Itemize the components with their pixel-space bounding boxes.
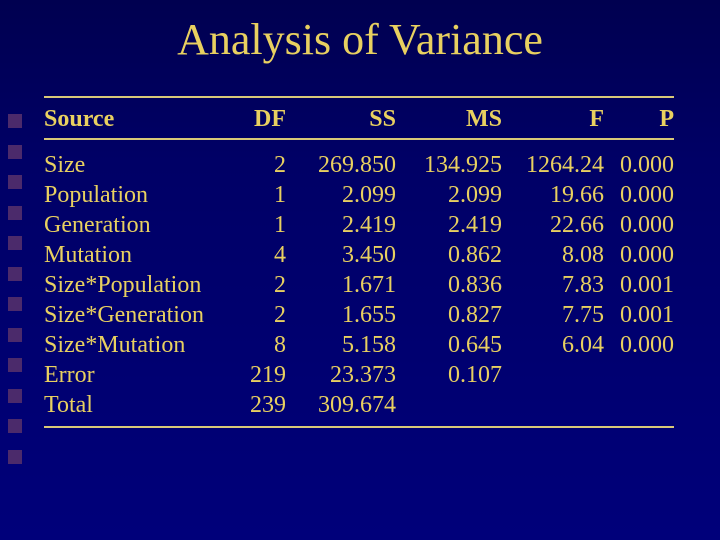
cell-ms [396,390,502,420]
square-bullet-icon [8,267,22,281]
cell-f: 19.66 [502,180,604,210]
cell-f: 7.83 [502,270,604,300]
cell-df: 2 [232,150,286,180]
table-row: Population 1 2.099 2.099 19.66 0.000 [44,180,674,210]
table-row: Size*Mutation 8 5.158 0.645 6.04 0.000 [44,330,674,360]
cell-ss: 23.373 [286,360,396,390]
table-row: Size*Population 2 1.671 0.836 7.83 0.001 [44,270,674,300]
table-body: Size 2 269.850 134.925 1264.24 0.000 Pop… [44,140,674,426]
cell-ss: 309.674 [286,390,396,420]
cell-df: 239 [232,390,286,420]
col-header-source: Source [44,104,232,134]
cell-ss: 3.450 [286,240,396,270]
cell-ss: 2.099 [286,180,396,210]
cell-p: 0.000 [604,240,674,270]
cell-ms: 0.836 [396,270,502,300]
cell-source: Mutation [44,240,232,270]
cell-ms: 0.107 [396,360,502,390]
cell-source: Size*Population [44,270,232,300]
cell-source: Total [44,390,232,420]
square-bullet-icon [8,297,22,311]
cell-source: Size*Generation [44,300,232,330]
cell-f: 8.08 [502,240,604,270]
cell-ss: 1.671 [286,270,396,300]
cell-df: 1 [232,180,286,210]
cell-f [502,390,604,420]
decorative-bullets [8,114,22,464]
cell-ms: 0.827 [396,300,502,330]
square-bullet-icon [8,328,22,342]
square-bullet-icon [8,206,22,220]
cell-f: 7.75 [502,300,604,330]
cell-p: 0.001 [604,300,674,330]
table-rule-bottom [44,426,674,428]
table-row: Size*Generation 2 1.655 0.827 7.75 0.001 [44,300,674,330]
col-header-ms: MS [396,104,502,134]
cell-f [502,360,604,390]
cell-ms: 134.925 [396,150,502,180]
cell-f: 6.04 [502,330,604,360]
page-title: Analysis of Variance [0,14,720,65]
cell-ms: 2.419 [396,210,502,240]
col-header-df: DF [232,104,286,134]
cell-ss: 1.655 [286,300,396,330]
square-bullet-icon [8,114,22,128]
square-bullet-icon [8,358,22,372]
cell-p: 0.000 [604,180,674,210]
cell-source: Size*Mutation [44,330,232,360]
slide: Analysis of Variance Source DF SS MS F P… [0,0,720,540]
square-bullet-icon [8,450,22,464]
cell-source: Error [44,360,232,390]
col-header-ss: SS [286,104,396,134]
cell-source: Generation [44,210,232,240]
square-bullet-icon [8,419,22,433]
cell-source: Population [44,180,232,210]
cell-df: 2 [232,300,286,330]
cell-df: 2 [232,270,286,300]
cell-p: 0.000 [604,150,674,180]
table-row: Generation 1 2.419 2.419 22.66 0.000 [44,210,674,240]
square-bullet-icon [8,175,22,189]
square-bullet-icon [8,389,22,403]
table-row: Total 239 309.674 [44,390,674,420]
cell-df: 4 [232,240,286,270]
cell-ss: 2.419 [286,210,396,240]
cell-p [604,360,674,390]
cell-p: 0.000 [604,210,674,240]
square-bullet-icon [8,236,22,250]
cell-df: 8 [232,330,286,360]
cell-ms: 0.645 [396,330,502,360]
cell-p [604,390,674,420]
cell-source: Size [44,150,232,180]
cell-ms: 2.099 [396,180,502,210]
cell-df: 1 [232,210,286,240]
cell-ss: 269.850 [286,150,396,180]
cell-f: 22.66 [502,210,604,240]
table-row: Error 219 23.373 0.107 [44,360,674,390]
cell-f: 1264.24 [502,150,604,180]
table-row: Mutation 4 3.450 0.862 8.08 0.000 [44,240,674,270]
table-header-row: Source DF SS MS F P [44,98,674,138]
cell-df: 219 [232,360,286,390]
col-header-f: F [502,104,604,134]
anova-table: Source DF SS MS F P Size 2 269.850 134.9… [44,96,674,428]
cell-p: 0.001 [604,270,674,300]
cell-p: 0.000 [604,330,674,360]
cell-ss: 5.158 [286,330,396,360]
col-header-p: P [604,104,674,134]
cell-ms: 0.862 [396,240,502,270]
square-bullet-icon [8,145,22,159]
table-row: Size 2 269.850 134.925 1264.24 0.000 [44,150,674,180]
